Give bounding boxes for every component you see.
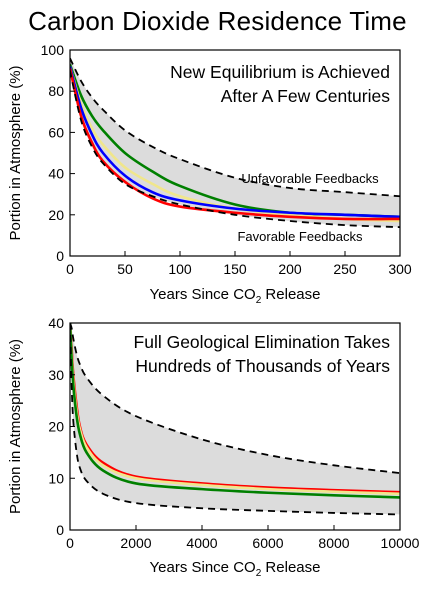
y-tick-label: 20 xyxy=(48,419,64,435)
lower-bound-line xyxy=(70,323,400,516)
top-plot-area xyxy=(70,57,400,229)
y-tick-label: 0 xyxy=(56,522,64,538)
series-line-3 xyxy=(70,66,400,219)
x-tick-label: 10000 xyxy=(381,535,420,551)
y-tick-label: 80 xyxy=(48,83,64,99)
chart-annotation: Hundreds of Thousands of Years xyxy=(135,356,390,376)
lower-bound-line xyxy=(70,70,400,229)
y-tick-label: 40 xyxy=(48,166,64,182)
upper-bound-line xyxy=(70,323,400,474)
x-tick-label: 250 xyxy=(333,261,357,277)
x-tick-label: 2000 xyxy=(120,535,151,551)
bottom-plot-area xyxy=(70,323,400,516)
x-axis-title: Years Since CO2 Release xyxy=(150,559,321,579)
x-axis-title: Years Since CO2 Release xyxy=(150,286,321,306)
x-tick-label: 0 xyxy=(66,261,74,277)
y-tick-label: 60 xyxy=(48,124,64,140)
x-tick-label: 200 xyxy=(278,261,302,277)
y-axis-title: Portion in Atmosphere (%) xyxy=(7,339,24,514)
x-tick-label: 100 xyxy=(168,261,192,277)
uncertainty-band xyxy=(70,58,400,228)
x-tick-label: 6000 xyxy=(252,535,283,551)
band-label-lower: Favorable Feedbacks xyxy=(237,229,363,244)
chart-annotation: New Equilibrium is Achieved xyxy=(170,62,390,82)
series-line-4 xyxy=(70,68,400,221)
x-tick-label: 50 xyxy=(117,261,133,277)
page-title: Carbon Dioxide Residence Time xyxy=(28,6,407,36)
series-line-3 xyxy=(70,323,400,499)
x-tick-label: 0 xyxy=(66,535,74,551)
x-tick-label: 300 xyxy=(388,261,412,277)
y-tick-label: 40 xyxy=(48,315,64,331)
y-tick-label: 0 xyxy=(56,248,64,264)
y-axis-title: Portion in Atmosphere (%) xyxy=(7,65,24,240)
series-line-2 xyxy=(70,66,400,223)
y-tick-label: 20 xyxy=(48,207,64,223)
chart-annotation: After A Few Centuries xyxy=(221,86,390,106)
x-tick-label: 150 xyxy=(223,261,247,277)
y-tick-label: 10 xyxy=(48,470,64,486)
bottom-plot: 0 2000 4000 6000 8000 10000 0 10 20 30 40 Years Sin… xyxy=(7,315,420,579)
top-plot: 0 50 100 150 200 250 300 0 20 40 60 80 100 Years Sinc… xyxy=(7,42,412,306)
band-label-upper: Unfavorable Feedbacks xyxy=(241,171,379,186)
upper-bound-line xyxy=(70,57,400,198)
x-tick-label: 8000 xyxy=(318,535,349,551)
y-tick-label: 30 xyxy=(48,367,64,383)
x-tick-label: 4000 xyxy=(186,535,217,551)
uncertainty-band xyxy=(70,323,400,515)
y-tick-label: 100 xyxy=(41,42,65,58)
chart-annotation: Full Geological Elimination Takes xyxy=(134,332,391,352)
